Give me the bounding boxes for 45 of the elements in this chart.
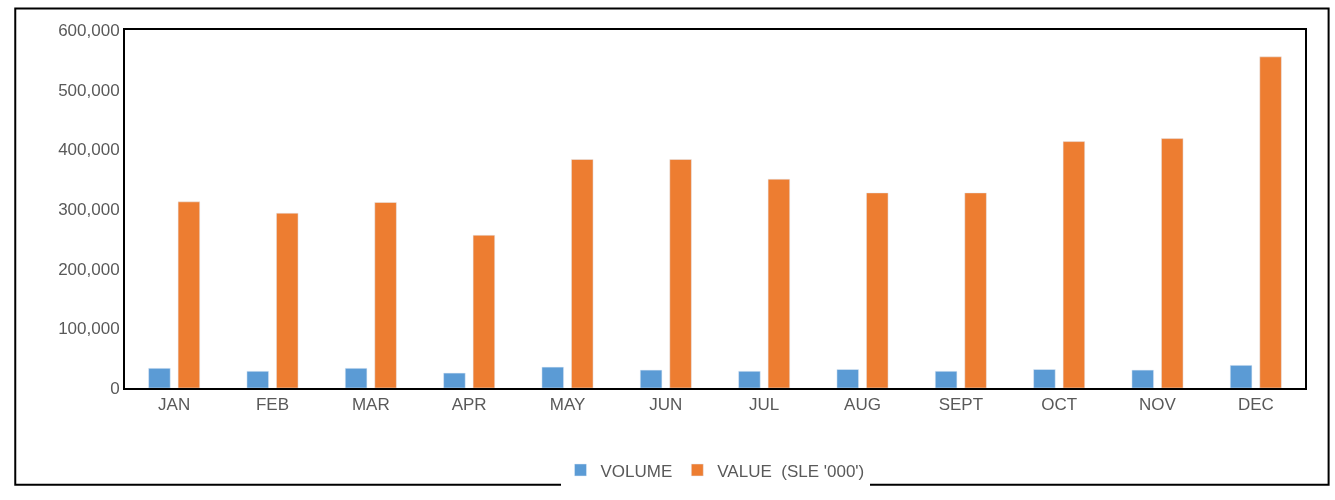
bar	[964, 192, 987, 388]
legend-label: VALUE (SLE '000')	[717, 461, 865, 481]
bar	[541, 366, 564, 388]
x-tick-label: MAR	[351, 395, 390, 415]
bar	[443, 372, 466, 388]
x-tick-label: JAN	[158, 395, 191, 415]
bar	[1230, 365, 1253, 388]
bar	[1161, 138, 1184, 388]
y-tick-label: 600,000	[58, 20, 120, 40]
y-tick-label: 500,000	[58, 80, 120, 100]
x-tick-label: JUL	[749, 395, 780, 415]
x-tick-label: OCT	[1041, 395, 1078, 415]
y-tick-label: 300,000	[58, 199, 120, 219]
x-tick-label: DEC	[1237, 395, 1274, 415]
x-tick-label: JUN	[649, 395, 683, 415]
bar	[276, 212, 299, 388]
bar	[571, 159, 594, 388]
y-tick-label: 200,000	[58, 259, 120, 279]
bar	[148, 368, 171, 388]
x-tick-label: MAY	[549, 395, 586, 415]
bar	[669, 159, 692, 388]
bar	[866, 192, 889, 388]
bar	[1033, 369, 1056, 388]
x-tick-label: FEB	[255, 395, 290, 415]
bar	[738, 371, 761, 388]
y-tick-label: 400,000	[58, 140, 120, 160]
bar	[767, 178, 790, 388]
y-tick-label: 100,000	[58, 319, 120, 339]
bar	[345, 368, 368, 388]
bar	[246, 371, 269, 388]
x-tick-label: SEPT	[938, 395, 984, 415]
bar	[836, 369, 859, 388]
bar	[177, 201, 200, 388]
bar	[374, 202, 397, 388]
x-tick-label: AUG	[844, 395, 881, 415]
bar	[472, 235, 495, 388]
x-tick-label: NOV	[1139, 395, 1177, 415]
legend-label: VOLUME	[600, 461, 673, 481]
bar	[1131, 369, 1154, 388]
bar	[640, 369, 663, 388]
bar	[935, 371, 958, 388]
bar	[1259, 56, 1282, 388]
x-tick-label: APR	[451, 395, 487, 415]
y-tick-label: 0	[110, 378, 120, 398]
bar	[1062, 141, 1085, 388]
